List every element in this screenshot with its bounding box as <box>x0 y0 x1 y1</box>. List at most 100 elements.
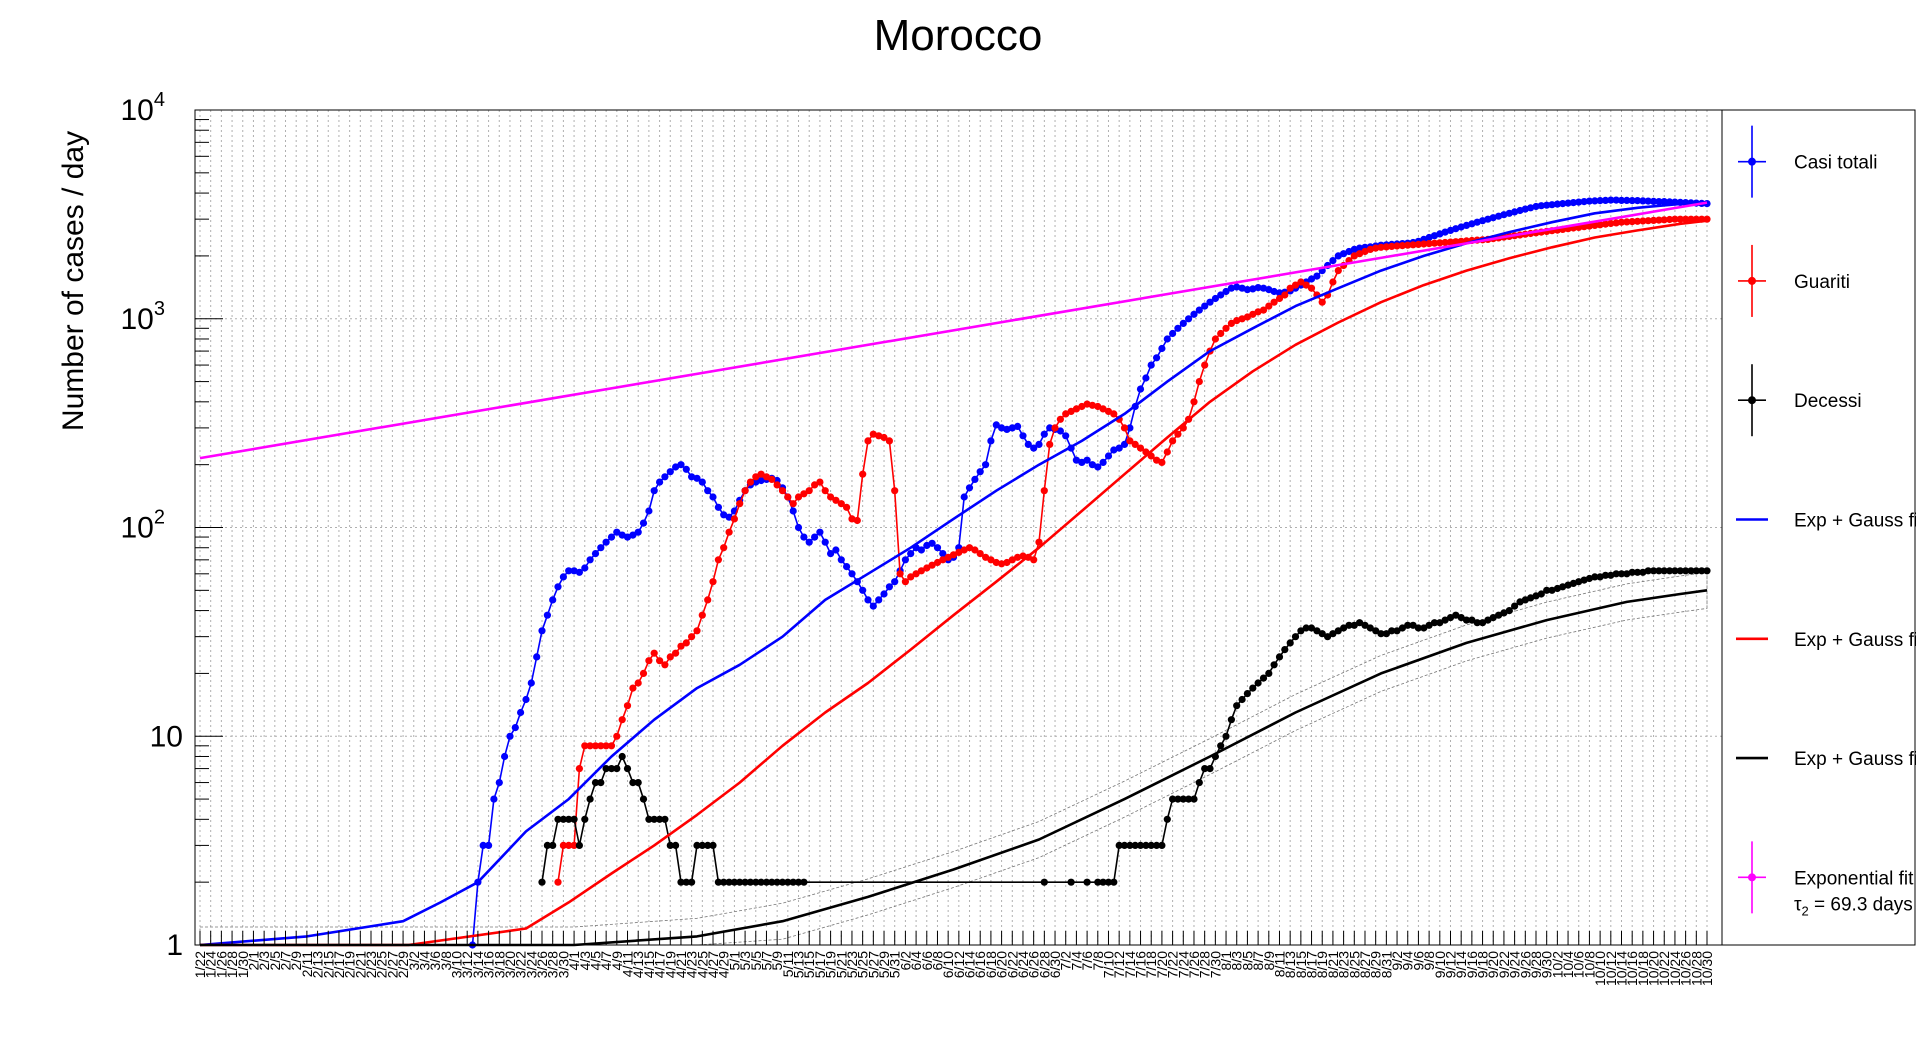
data-point <box>1056 427 1064 435</box>
data-point <box>976 550 984 558</box>
data-point <box>495 779 503 787</box>
x-tick-label: 9/22 <box>1496 951 1512 978</box>
x-tick-label: 6/4 <box>908 951 924 971</box>
x-tick-label: 8/17 <box>1304 951 1320 978</box>
data-point <box>794 523 803 532</box>
data-point <box>757 476 765 485</box>
data-point <box>843 563 851 571</box>
data-point <box>1158 344 1166 353</box>
data-point <box>656 815 664 823</box>
legend-label: Casi totali <box>1794 153 1877 174</box>
data-point <box>1676 567 1684 575</box>
data-point <box>1340 624 1348 632</box>
data-point <box>1329 257 1337 265</box>
data-point <box>971 475 979 483</box>
data-point <box>693 627 701 635</box>
y-tick-label: 10 <box>150 720 183 753</box>
data-point <box>778 487 787 495</box>
x-tick-label: 8/23 <box>1336 951 1352 978</box>
data-point <box>559 815 568 823</box>
data-point <box>805 538 813 546</box>
x-tick-label: 10/16 <box>1624 951 1640 986</box>
data-point <box>768 878 776 886</box>
data-point <box>1575 198 1583 206</box>
data-point <box>1671 215 1679 223</box>
x-tick-label: 8/27 <box>1357 951 1373 978</box>
data-point <box>1179 795 1187 803</box>
x-tick-label: 7/8 <box>1090 951 1106 971</box>
x-tick-label: 8/9 <box>1261 951 1277 971</box>
data-point <box>725 528 733 536</box>
data-point <box>778 878 787 886</box>
data-point <box>645 815 653 823</box>
data-point <box>928 539 936 547</box>
y-tick-label: 103 <box>121 298 166 336</box>
data-point <box>1639 217 1647 225</box>
data-point <box>709 493 717 501</box>
data-point <box>1024 440 1032 448</box>
data-point <box>1307 275 1316 283</box>
data-point <box>1532 202 1540 211</box>
data-point <box>1511 602 1519 610</box>
data-point <box>704 596 712 604</box>
data-point <box>1398 242 1406 250</box>
data-point <box>688 473 696 481</box>
data-point <box>1307 284 1316 292</box>
y-tick-label: 104 <box>121 89 166 127</box>
data-point <box>1372 244 1380 252</box>
data-point <box>1559 200 1567 208</box>
x-tick-label: 3/24 <box>523 951 539 978</box>
data-point <box>1227 716 1235 724</box>
data-point <box>1398 624 1406 632</box>
data-point <box>1302 281 1310 289</box>
data-point <box>506 732 514 740</box>
data-point <box>650 487 658 495</box>
x-tick-label: 10/8 <box>1581 951 1597 978</box>
data-point <box>639 519 648 527</box>
data-point <box>645 657 653 665</box>
data-point <box>1115 841 1123 850</box>
data-point <box>672 841 680 850</box>
x-tick-label: 5/1 <box>726 951 742 971</box>
data-point <box>688 878 696 886</box>
data-point <box>917 546 926 554</box>
data-point <box>586 795 594 803</box>
data-point <box>666 653 674 661</box>
data-point <box>1462 221 1471 229</box>
data-point <box>864 437 872 445</box>
x-tick-label: 6/16 <box>972 951 988 978</box>
data-point <box>965 484 974 492</box>
data-point <box>1585 197 1593 205</box>
data-point <box>933 544 942 552</box>
data-point <box>1275 653 1284 661</box>
x-tick-label: 8/3 <box>1229 951 1245 971</box>
data-point <box>1040 878 1048 886</box>
data-point <box>485 841 493 850</box>
data-point <box>586 556 594 564</box>
data-point <box>1393 627 1401 635</box>
data-point <box>1153 841 1161 850</box>
data-point <box>901 556 910 564</box>
legend-box <box>1721 109 1916 946</box>
data-point <box>1356 619 1364 627</box>
data-point <box>907 573 915 581</box>
data-point <box>1617 570 1626 578</box>
data-point <box>607 765 616 773</box>
x-tick-label: 5/19 <box>823 951 839 978</box>
x-tick-label: 5/3 <box>737 951 753 971</box>
data-point <box>1527 204 1535 212</box>
data-point <box>586 742 594 750</box>
legend-label: Exp + Gauss fit <box>1794 511 1916 532</box>
data-point <box>939 550 947 558</box>
x-tick-label: 5/21 <box>833 951 849 978</box>
data-point <box>1126 437 1134 445</box>
data-point <box>832 546 840 554</box>
data-point <box>1307 624 1316 632</box>
legend-label: Exp + Gauss fit <box>1794 749 1916 770</box>
data-point <box>1062 432 1070 440</box>
data-point <box>1655 198 1663 206</box>
data-point <box>1692 567 1700 575</box>
data-point <box>1227 319 1235 327</box>
data-point <box>816 528 824 536</box>
